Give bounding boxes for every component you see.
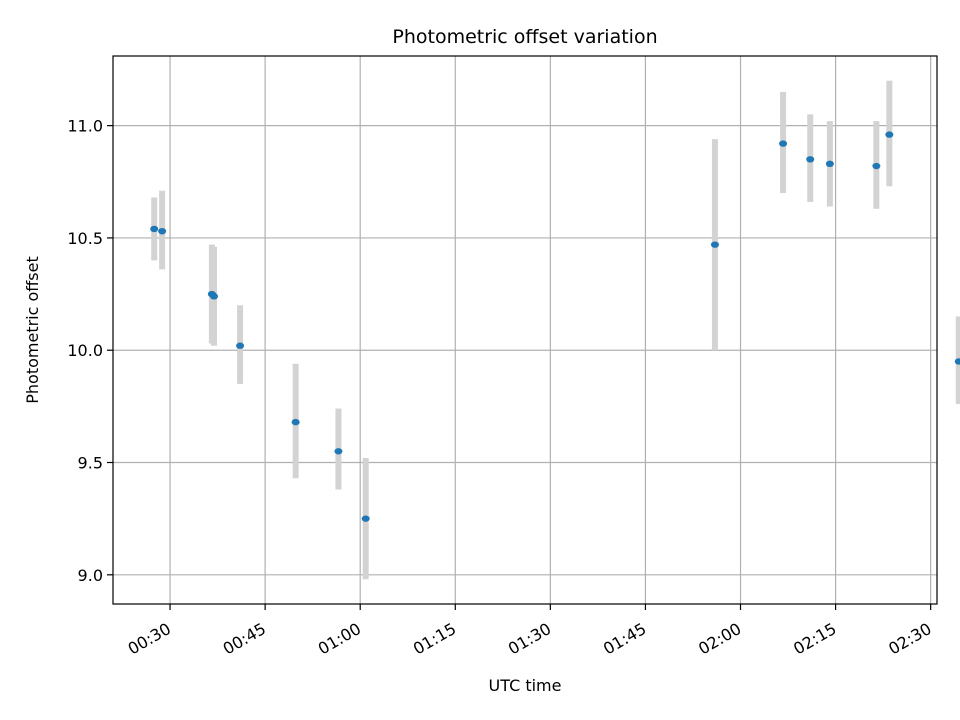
data-point [334,448,343,455]
data-point [806,156,815,163]
x-tick-label: 01:30 [505,619,554,659]
data-point [710,241,719,248]
x-tick-label: 02:00 [695,619,744,659]
data-point [825,160,834,168]
data-point [158,227,167,235]
x-tick-label: 00:45 [220,619,269,659]
data-point [236,342,245,349]
data-point [885,131,894,138]
y-tick-label: 9.0 [78,566,103,585]
y-axis-label: Photometric offset [23,256,42,404]
data-point [779,140,788,147]
x-tick-label: 01:45 [600,619,649,659]
point-layer [150,131,960,522]
y-tick-label: 9.5 [78,454,103,473]
y-tick-label: 10.5 [67,229,103,248]
tick-layer: 00:30 00:45 01:00 01:15 01:30 01:45 02:00 02:15… [67,117,934,659]
data-point [954,358,960,365]
x-tick-label: 01:00 [315,619,364,659]
x-tick-label: 02:30 [885,619,934,659]
chart-title: Photometric offset variation [392,26,657,48]
data-point [150,225,159,233]
x-tick-label: 00:30 [125,619,174,659]
data-point [872,162,881,170]
plot-area-frame [112,55,938,605]
errorbar-layer [151,80,960,580]
x-tick-label: 01:15 [410,619,459,659]
x-tick-label: 02:15 [790,619,839,659]
data-point [361,515,370,522]
x-axis-label: UTC time [489,676,562,695]
data-point [291,418,300,426]
data-point [209,293,218,300]
grid-layer [113,56,937,604]
y-tick-label: 11.0 [67,117,103,136]
y-tick-label: 10.0 [67,341,103,360]
